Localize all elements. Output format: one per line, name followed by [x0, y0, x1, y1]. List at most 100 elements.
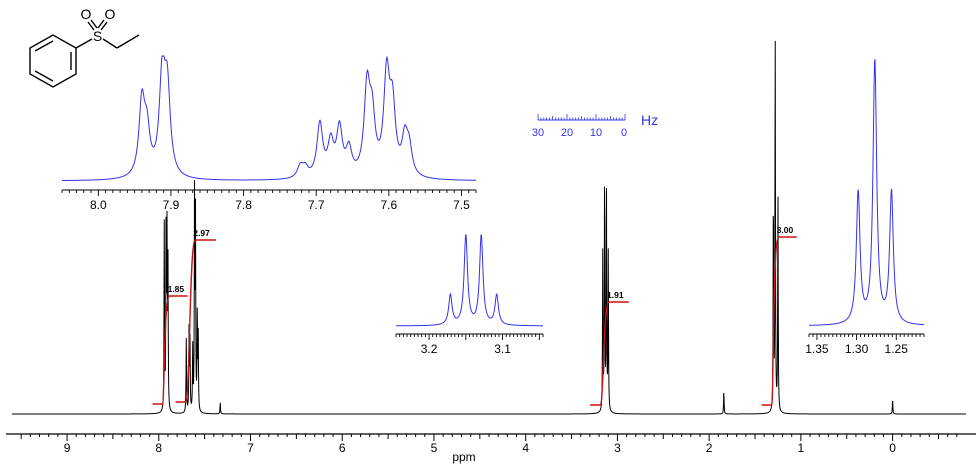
x-axis-tick-label: 9	[64, 441, 71, 455]
benzene-double-bond	[34, 70, 54, 82]
benzene-ring	[29, 34, 77, 88]
hz-tick-label: 20	[561, 127, 573, 139]
ethyl-phenyl-sulfone-structure	[29, 19, 140, 88]
inset-tick-label: 1.30	[845, 342, 869, 356]
spectrum-peak	[220, 402, 221, 403]
inset-trace	[396, 234, 543, 327]
inset-tick-label: 7.8	[235, 198, 252, 212]
inset-peak	[300, 169, 301, 170]
inset-peak	[386, 83, 387, 84]
integral-value-label: 2.97	[193, 228, 210, 238]
x-axis-title: ppm	[452, 450, 475, 464]
inset-ch3-triplet: 1.35 1.30 1.25	[805, 58, 925, 356]
inset-tick-label: 7.6	[380, 198, 397, 212]
spectrum-peak	[186, 338, 187, 339]
ch2-ch3-bond	[116, 34, 140, 49]
integral-value-label: 1.85	[168, 284, 185, 294]
inset-peak	[481, 236, 482, 237]
inset-peak	[392, 115, 393, 116]
oxygen-atom-label: O	[81, 6, 92, 22]
inset-peak	[858, 194, 859, 195]
inset-tick-label: 7.9	[163, 198, 180, 212]
spectrum-peak	[604, 180, 605, 181]
spectrum-peak	[775, 38, 776, 39]
inset-peak	[167, 97, 168, 98]
hz-unit-label: Hz	[641, 112, 658, 128]
inset-peak	[891, 194, 892, 195]
integral-value-label: 3.00	[777, 225, 794, 235]
inset-peak	[319, 127, 320, 128]
spectrum-peak	[777, 195, 778, 196]
integral-curve	[175, 239, 217, 403]
spectrum-peak	[166, 214, 167, 215]
spectrum-peak	[164, 226, 165, 227]
hz-tick-label: 10	[590, 127, 602, 139]
inset-peak	[141, 107, 142, 108]
inset-tick-label: 7.7	[308, 198, 325, 212]
x-axis-tick-label: 4	[522, 441, 529, 455]
spectrum-peak	[606, 180, 607, 181]
inset-peak	[162, 83, 163, 84]
integral-value-label: 1.91	[607, 290, 624, 300]
inset-tick-label: 3.1	[494, 342, 511, 356]
inset-peak	[874, 62, 875, 63]
inset-peak	[496, 296, 497, 297]
main-spectrum	[12, 38, 966, 415]
inset-peak	[330, 147, 331, 148]
inset-peak	[372, 127, 373, 128]
s-ch2-bond	[102, 38, 118, 49]
x-axis-tick-label: 3	[614, 441, 621, 455]
spectrum-peak	[167, 263, 168, 264]
s-o-double-bond	[100, 21, 108, 31]
x-axis-tick-label: 5	[431, 441, 438, 455]
inset-peak	[146, 139, 147, 140]
spectrum-peak	[608, 256, 609, 257]
hz-scale-bar: 30 20 10 0 Hz	[532, 112, 658, 139]
spectrum-trace	[12, 40, 966, 415]
x-axis-tick-label: 8	[155, 441, 162, 455]
spectrum-peak	[197, 320, 198, 321]
inset-tick-label: 8.0	[90, 198, 107, 212]
s-o-double-bond	[97, 19, 105, 29]
hz-tick-label: 0	[621, 127, 627, 139]
spectrum-peak	[192, 350, 193, 351]
main-x-axis: 9 8 7 6 5 4 3 2 1 0	[6, 433, 976, 455]
inset-trace	[61, 55, 476, 182]
hz-tick-label: 30	[532, 127, 544, 139]
c-s-bond	[75, 38, 93, 49]
x-axis-tick-label: 2	[706, 441, 713, 455]
oxygen-atom-label: O	[105, 6, 116, 22]
inset-trace	[808, 58, 925, 326]
spectrum-peak	[195, 218, 196, 219]
spectrum-peak	[602, 256, 603, 257]
integral-curve	[761, 236, 797, 406]
x-axis-tick-label: 1	[798, 441, 805, 455]
inset-peak	[367, 95, 368, 96]
spectrum-peak	[892, 398, 893, 399]
spectrum-peak	[194, 195, 195, 196]
spectrum-peak	[167, 244, 168, 245]
spectrum-peak	[723, 391, 724, 392]
s-o-double-bond	[90, 19, 98, 29]
x-axis-tick-label: 6	[339, 441, 346, 455]
x-axis-tick-label: 0	[889, 441, 896, 455]
inset-peak	[348, 154, 349, 155]
inset-tick-label: 3.2	[421, 342, 438, 356]
benzene-double-bond	[34, 40, 54, 52]
inset-peak	[305, 171, 306, 172]
sulfur-atom-label: S	[93, 28, 102, 44]
integral-curve	[590, 301, 629, 406]
inset-peak	[409, 154, 410, 155]
x-axis-tick-label: 7	[247, 441, 254, 455]
integral-curves: 1.85 2.97 1.91 3.00	[152, 225, 797, 406]
inset-tick-label: 1.35	[805, 342, 829, 356]
spectrum-peak	[773, 195, 774, 196]
inset-peak	[339, 133, 340, 134]
inset-ch2-quartet: 3.2 3.1	[395, 234, 544, 356]
inset-tick-label: 1.25	[885, 342, 909, 356]
integral-curve	[152, 295, 188, 405]
s-o-double-bond	[87, 21, 95, 31]
inset-peak	[465, 236, 466, 237]
inset-peak	[450, 296, 451, 297]
